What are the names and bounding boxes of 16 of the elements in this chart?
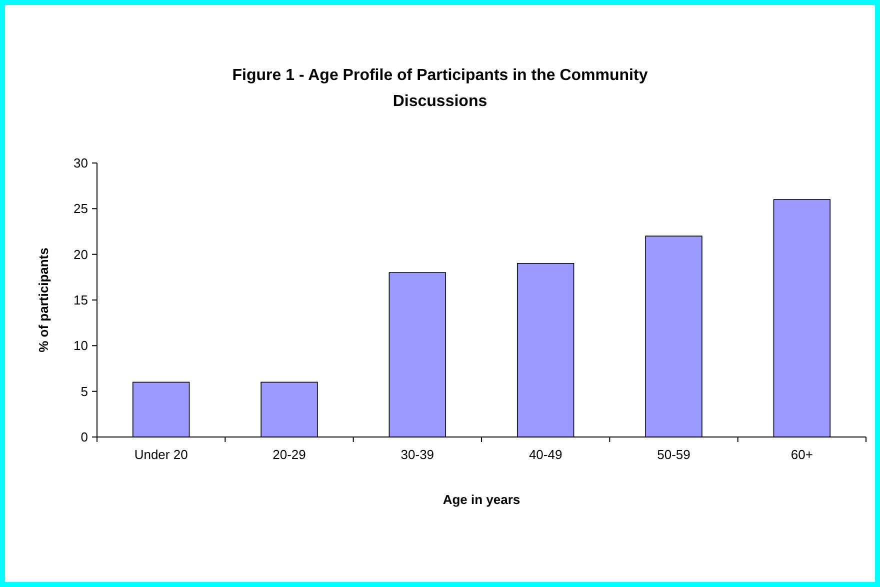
chart-title: Figure 1 - Age Profile of Participants in the Community Discussions	[232, 67, 648, 110]
y-tick-label: 30	[74, 156, 88, 171]
x-tick-label: 20-29	[272, 447, 306, 462]
x-tick-label: 40-49	[528, 447, 562, 462]
y-tick-label: 5	[80, 384, 88, 399]
y-tick-label: 0	[80, 430, 88, 445]
y-tick-label: 15	[74, 292, 88, 308]
y-tick-label: 20	[74, 246, 88, 262]
x-axis-title: Age in years	[442, 492, 520, 507]
x-tick-label: Under 20	[134, 447, 188, 462]
x-tick-label: 50-59	[657, 447, 690, 462]
x-tick-label: 30-39	[400, 447, 434, 462]
y-axis-title: % of participants	[36, 248, 51, 352]
y-tick-label: 10	[74, 338, 88, 354]
x-tick-label: 60+	[790, 447, 813, 462]
y-tick-label: 25	[74, 201, 88, 216]
